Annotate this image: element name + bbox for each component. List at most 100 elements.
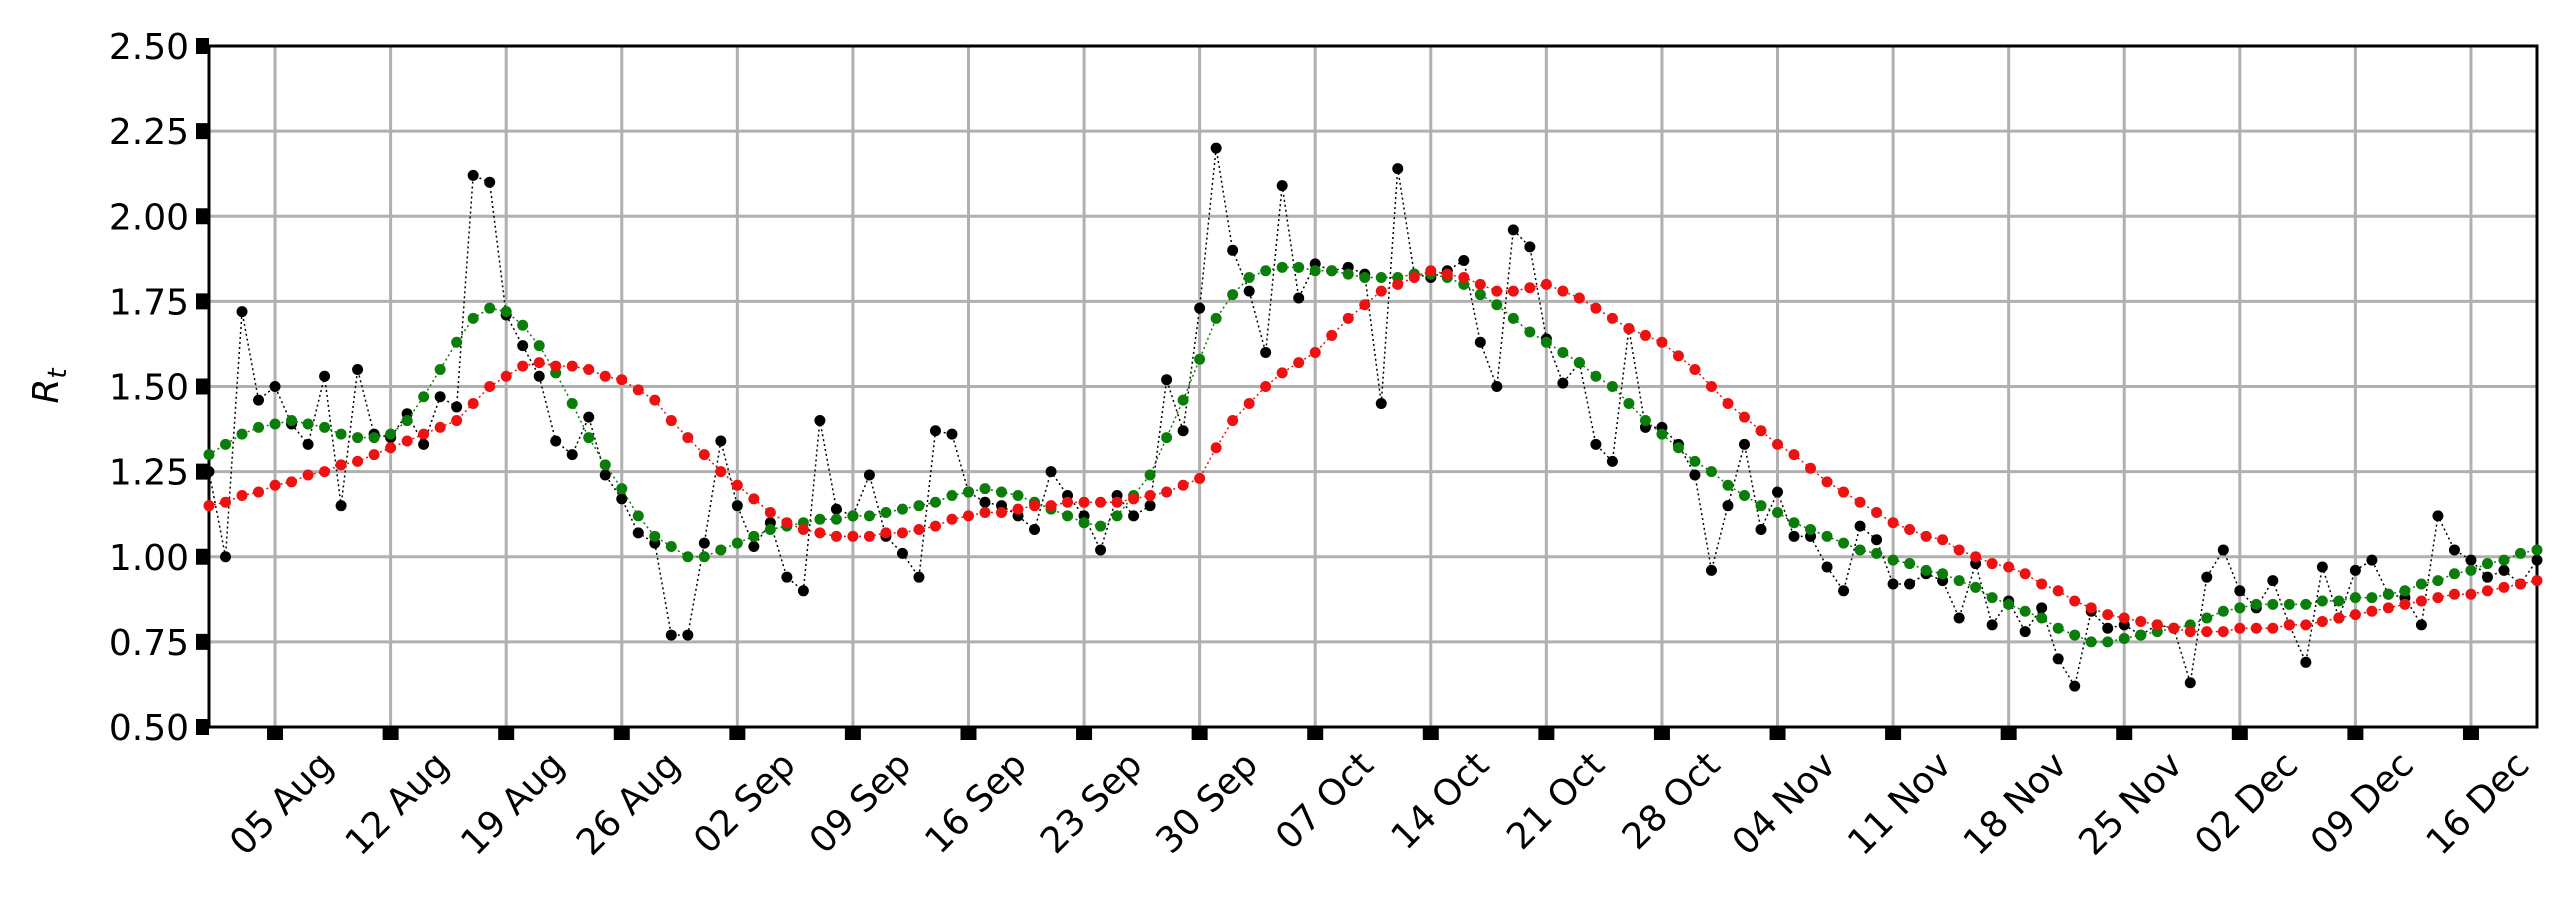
data-point xyxy=(2019,626,2031,638)
data-point xyxy=(830,503,842,515)
data-point xyxy=(880,527,892,539)
x-tick-mark xyxy=(498,727,515,740)
data-point xyxy=(2514,547,2526,559)
data-point xyxy=(2135,629,2147,641)
data-point xyxy=(1012,503,1024,515)
data-point xyxy=(2217,605,2229,617)
data-point xyxy=(1557,346,1569,358)
data-point xyxy=(797,585,809,597)
x-tick-label: 18 Nov xyxy=(1956,744,2075,863)
data-point xyxy=(517,319,529,331)
data-point xyxy=(1805,462,1817,474)
data-point xyxy=(286,415,298,427)
x-tick-label: 07 Oct xyxy=(1268,744,1381,857)
y-tick-mark xyxy=(196,719,209,735)
x-tick-label: 26 Aug xyxy=(569,744,688,863)
data-point xyxy=(269,418,281,430)
data-point xyxy=(1441,268,1453,280)
data-point xyxy=(1491,381,1503,392)
data-point xyxy=(1392,278,1404,290)
data-point xyxy=(2300,619,2312,631)
data-point xyxy=(599,459,611,471)
data-point xyxy=(319,370,331,382)
data-point xyxy=(1276,367,1288,379)
data-point xyxy=(220,438,232,450)
data-point xyxy=(550,360,562,372)
y-tick-mark xyxy=(196,38,209,54)
data-point xyxy=(2217,626,2229,638)
x-tick-mark xyxy=(844,727,861,740)
data-point xyxy=(1738,489,1750,501)
data-point xyxy=(2498,581,2510,593)
data-point xyxy=(1128,493,1140,505)
data-point xyxy=(2349,564,2361,576)
data-point xyxy=(2184,677,2196,689)
data-point xyxy=(1821,530,1833,542)
data-point xyxy=(2316,561,2328,573)
data-point xyxy=(1540,336,1552,348)
data-point xyxy=(566,449,578,461)
data-point xyxy=(1095,520,1107,532)
data-point xyxy=(2201,626,2213,638)
x-tick-mark xyxy=(2000,727,2017,740)
data-point xyxy=(467,312,479,324)
data-point xyxy=(2531,575,2543,587)
data-point xyxy=(302,438,314,450)
data-point xyxy=(2036,578,2048,590)
x-tick-mark xyxy=(960,727,977,740)
x-tick-mark xyxy=(1076,727,1093,740)
y-tick-mark xyxy=(196,208,209,225)
data-point xyxy=(632,510,644,522)
data-point xyxy=(2201,571,2213,583)
data-point xyxy=(2003,561,2015,573)
data-point xyxy=(781,571,793,583)
data-point xyxy=(2399,598,2411,610)
data-point xyxy=(1227,244,1239,256)
data-point xyxy=(896,503,908,515)
data-point xyxy=(1293,261,1305,273)
data-point xyxy=(583,411,595,423)
data-point xyxy=(2481,558,2493,570)
data-point xyxy=(2234,622,2246,634)
data-point xyxy=(1970,581,1982,593)
data-point xyxy=(2349,609,2361,621)
data-point xyxy=(1161,486,1173,498)
data-point xyxy=(2531,544,2543,556)
data-point xyxy=(368,449,380,461)
plot-frame xyxy=(207,44,2539,729)
data-point xyxy=(533,357,545,369)
x-tick-mark xyxy=(729,727,746,740)
y-label-main: R xyxy=(26,379,67,404)
data-point xyxy=(2415,578,2427,590)
data-point xyxy=(1144,469,1156,481)
data-point xyxy=(2085,636,2097,648)
data-point xyxy=(1788,530,1800,542)
data-point xyxy=(748,493,760,505)
data-point xyxy=(1887,554,1899,566)
x-tick-label: 05 Aug xyxy=(222,744,341,863)
data-point xyxy=(1953,612,1965,624)
data-point xyxy=(467,169,479,181)
data-point xyxy=(764,524,776,536)
data-point xyxy=(665,541,677,553)
data-point xyxy=(1838,486,1850,498)
data-point xyxy=(2349,592,2361,604)
data-point xyxy=(1359,272,1371,284)
data-point xyxy=(1705,564,1717,576)
y-tick-mark xyxy=(196,293,209,310)
data-point xyxy=(896,527,908,539)
data-point xyxy=(781,517,793,529)
data-point xyxy=(1755,500,1767,512)
data-point xyxy=(731,537,743,549)
y-tick-label: 2.50 xyxy=(109,27,189,68)
data-point xyxy=(467,398,479,410)
data-point xyxy=(1986,619,1998,631)
data-point xyxy=(1788,449,1800,461)
data-point xyxy=(484,302,496,314)
data-point xyxy=(1689,363,1701,375)
data-point xyxy=(434,363,446,375)
x-tick-label: 21 Oct xyxy=(1499,744,1612,857)
data-point xyxy=(368,432,380,444)
data-point xyxy=(599,370,611,382)
data-point xyxy=(319,466,331,478)
